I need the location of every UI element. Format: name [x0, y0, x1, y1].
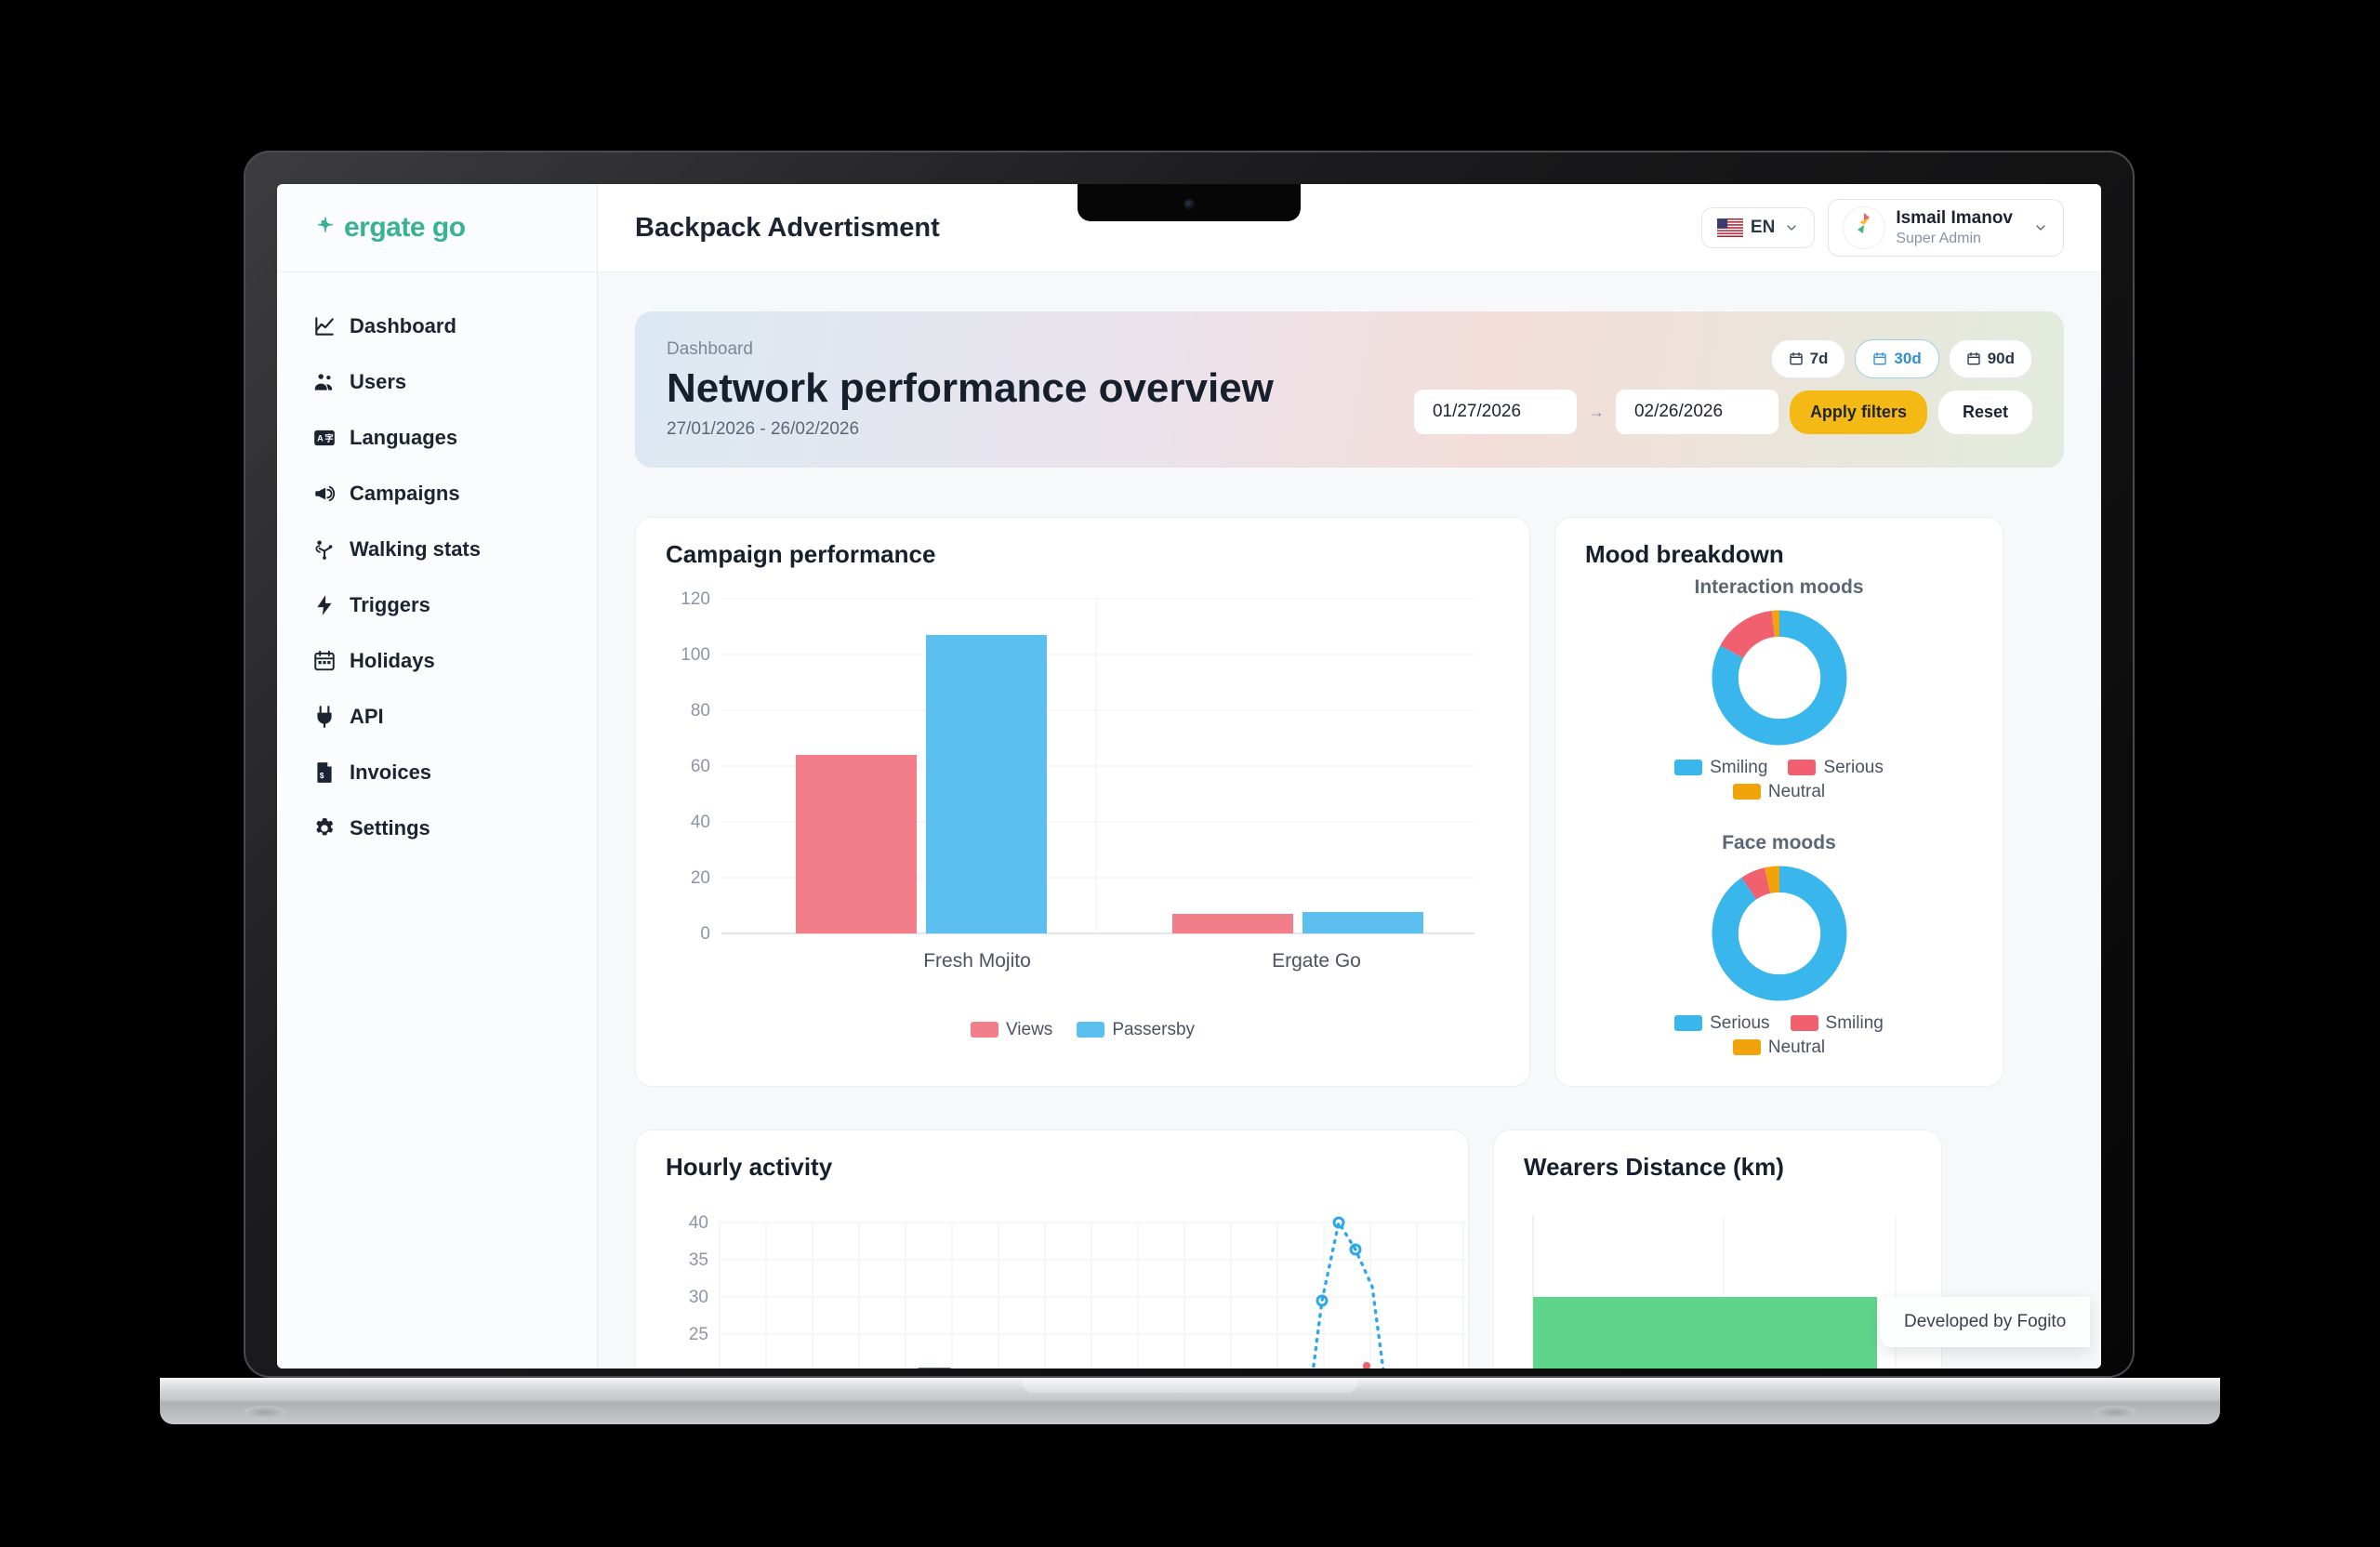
svg-text:A: A — [317, 433, 324, 443]
svg-text:Fresh Mojito: Fresh Mojito — [923, 950, 1031, 972]
svg-text:35: 35 — [689, 1250, 708, 1270]
svg-text:字: 字 — [324, 432, 333, 443]
svg-text:25: 25 — [689, 1325, 708, 1344]
svg-text:100: 100 — [681, 645, 710, 665]
svg-text:Ergate Go: Ergate Go — [1272, 950, 1361, 972]
svg-text:0: 0 — [700, 924, 710, 944]
svg-text:20: 20 — [691, 868, 710, 888]
svg-text:40: 40 — [691, 813, 710, 832]
svg-text:30: 30 — [689, 1288, 708, 1307]
svg-text:120: 120 — [681, 589, 710, 609]
svg-text:40: 40 — [689, 1213, 708, 1233]
svg-text:60: 60 — [691, 757, 710, 776]
svg-text:80: 80 — [691, 701, 710, 721]
svg-text:$: $ — [320, 772, 324, 780]
